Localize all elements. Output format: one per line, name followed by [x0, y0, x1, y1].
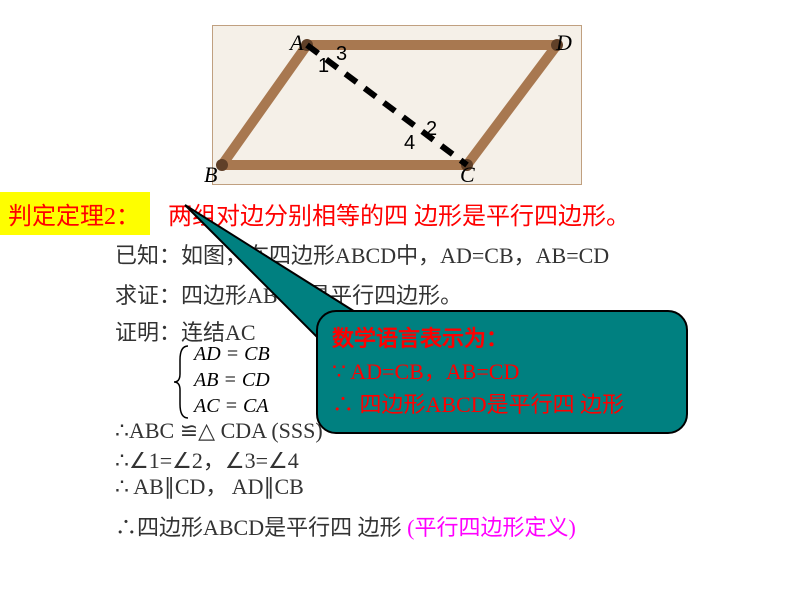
angle-1: 1: [318, 55, 329, 78]
parallelogram-svg: [212, 25, 582, 185]
math-language-callout: 数学语言表示为： ∵ AD=CB，AB=CD ∴ 四边形ABCD是平行四 边形: [316, 310, 688, 434]
callout-line1: ∵ AD=CB，AB=CD: [332, 355, 672, 388]
result-congruent: ∴ABC ≌△ CDA (SSS): [115, 418, 323, 444]
conclusion-line: ∴四边形ABCD是平行四 边形 (平行四边形定义): [115, 510, 576, 542]
brace-eq3: AC = CA: [192, 395, 269, 417]
theorem-label: 判定定理2：: [0, 192, 150, 235]
vertex-b: B: [204, 162, 217, 188]
result-parallel: ∴ AB∥CD， AD∥CB: [115, 469, 304, 501]
definition-ref: (平行四边形定义): [402, 515, 576, 540]
vertex-c: C: [460, 162, 475, 188]
angle-3: 3: [336, 43, 347, 66]
geometry-figure: [212, 25, 582, 185]
angle-2: 2: [426, 118, 437, 141]
conclusion-text: ∴四边形ABCD是平行四 边形: [115, 515, 402, 540]
brace-eq2: AB = CD: [192, 369, 270, 391]
vertex-d: D: [556, 30, 572, 56]
callout-line2: ∴ 四边形ABCD是平行四 边形: [332, 388, 672, 421]
angle-4: 4: [404, 132, 415, 155]
vertex-a: A: [290, 30, 303, 56]
callout-title: 数学语言表示为：: [332, 322, 672, 355]
